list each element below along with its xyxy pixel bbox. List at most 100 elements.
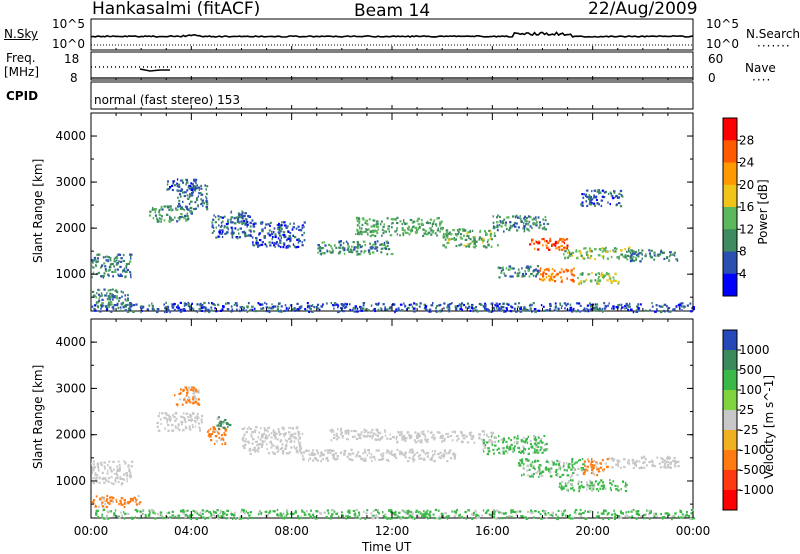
data-cell bbox=[530, 464, 533, 468]
data-cell bbox=[242, 211, 244, 214]
velocity-colorbar-tick: -500 bbox=[739, 463, 766, 477]
data-cell bbox=[172, 414, 175, 417]
data-cell bbox=[637, 255, 640, 258]
data-cell bbox=[129, 270, 131, 274]
data-cell bbox=[542, 279, 545, 282]
data-cell bbox=[549, 471, 552, 474]
data-cell bbox=[689, 302, 692, 305]
data-cell bbox=[195, 182, 197, 185]
data-cell bbox=[109, 259, 112, 262]
data-cell bbox=[92, 477, 95, 480]
data-cell bbox=[449, 303, 452, 306]
data-cell bbox=[297, 225, 300, 228]
data-cell bbox=[293, 222, 295, 225]
data-cell bbox=[546, 448, 549, 451]
data-cell bbox=[369, 456, 372, 459]
data-cell bbox=[595, 306, 598, 309]
data-cell bbox=[357, 455, 361, 458]
data-cell bbox=[414, 431, 417, 434]
data-cell bbox=[187, 416, 190, 419]
data-cell bbox=[365, 228, 367, 231]
data-cell bbox=[488, 439, 491, 442]
data-cell bbox=[187, 217, 190, 220]
data-cell bbox=[200, 515, 202, 518]
data-cell bbox=[391, 453, 394, 456]
data-cell bbox=[598, 248, 602, 251]
data-cell bbox=[101, 501, 103, 504]
data-cell bbox=[115, 472, 118, 475]
data-cell bbox=[551, 268, 554, 271]
data-cell bbox=[172, 182, 175, 185]
data-cell bbox=[526, 459, 530, 462]
data-cell bbox=[508, 226, 512, 229]
data-cell bbox=[589, 479, 592, 482]
data-cell bbox=[572, 274, 576, 277]
data-cell bbox=[188, 425, 191, 428]
data-cell bbox=[572, 280, 575, 283]
data-cell bbox=[668, 457, 670, 460]
data-cell bbox=[174, 394, 176, 397]
data-cell bbox=[628, 516, 631, 519]
data-cell bbox=[222, 305, 225, 308]
data-cell bbox=[242, 220, 245, 223]
data-cell bbox=[110, 468, 112, 471]
data-cell bbox=[429, 227, 432, 230]
data-cell bbox=[597, 272, 600, 275]
data-cell bbox=[624, 307, 626, 310]
data-cell bbox=[609, 191, 612, 194]
data-cell bbox=[441, 440, 443, 443]
data-cell bbox=[233, 514, 236, 517]
data-cell bbox=[636, 309, 638, 312]
data-cell bbox=[284, 445, 287, 448]
data-cell bbox=[289, 304, 293, 307]
data-cell bbox=[528, 275, 531, 278]
data-cell bbox=[425, 513, 428, 516]
data-cell bbox=[597, 189, 600, 192]
data-cell bbox=[118, 503, 120, 506]
data-cell bbox=[567, 482, 569, 485]
data-cell bbox=[478, 437, 481, 440]
data-cell bbox=[367, 228, 370, 231]
data-cell bbox=[201, 414, 204, 418]
data-cell bbox=[251, 236, 254, 239]
data-cell bbox=[375, 230, 378, 233]
data-cell bbox=[303, 239, 306, 242]
data-cell bbox=[412, 516, 415, 519]
data-cell bbox=[603, 509, 606, 512]
data-cell bbox=[519, 217, 522, 220]
data-cell bbox=[502, 447, 505, 450]
data-cell bbox=[268, 229, 271, 232]
data-cell bbox=[472, 436, 475, 439]
data-cell bbox=[271, 303, 273, 306]
data-cell bbox=[285, 309, 288, 312]
data-cell bbox=[644, 309, 647, 312]
data-cell bbox=[188, 399, 191, 402]
data-cell bbox=[591, 468, 594, 472]
velocity-colorbar-tick: 500 bbox=[739, 363, 762, 377]
data-cell bbox=[205, 195, 207, 198]
data-cell bbox=[310, 509, 312, 512]
data-cell bbox=[128, 467, 130, 470]
data-cell bbox=[208, 429, 210, 432]
data-cell bbox=[297, 515, 299, 518]
data-cell bbox=[278, 430, 281, 434]
data-cell bbox=[190, 416, 192, 419]
data-cell bbox=[111, 306, 115, 309]
data-cell bbox=[598, 307, 601, 310]
data-cell bbox=[633, 252, 635, 255]
data-cell bbox=[169, 419, 171, 423]
data-cell bbox=[215, 440, 218, 443]
data-cell bbox=[526, 510, 530, 513]
data-cell bbox=[267, 426, 270, 429]
data-cell bbox=[287, 308, 290, 311]
data-cell bbox=[381, 243, 383, 246]
data-cell bbox=[397, 309, 401, 312]
data-cell bbox=[341, 511, 343, 514]
data-cell bbox=[241, 222, 244, 225]
data-cell bbox=[115, 290, 118, 293]
data-cell bbox=[267, 430, 269, 433]
data-cell bbox=[184, 386, 187, 389]
data-cell bbox=[211, 221, 214, 224]
data-cell bbox=[227, 218, 229, 221]
data-cell bbox=[661, 305, 664, 308]
